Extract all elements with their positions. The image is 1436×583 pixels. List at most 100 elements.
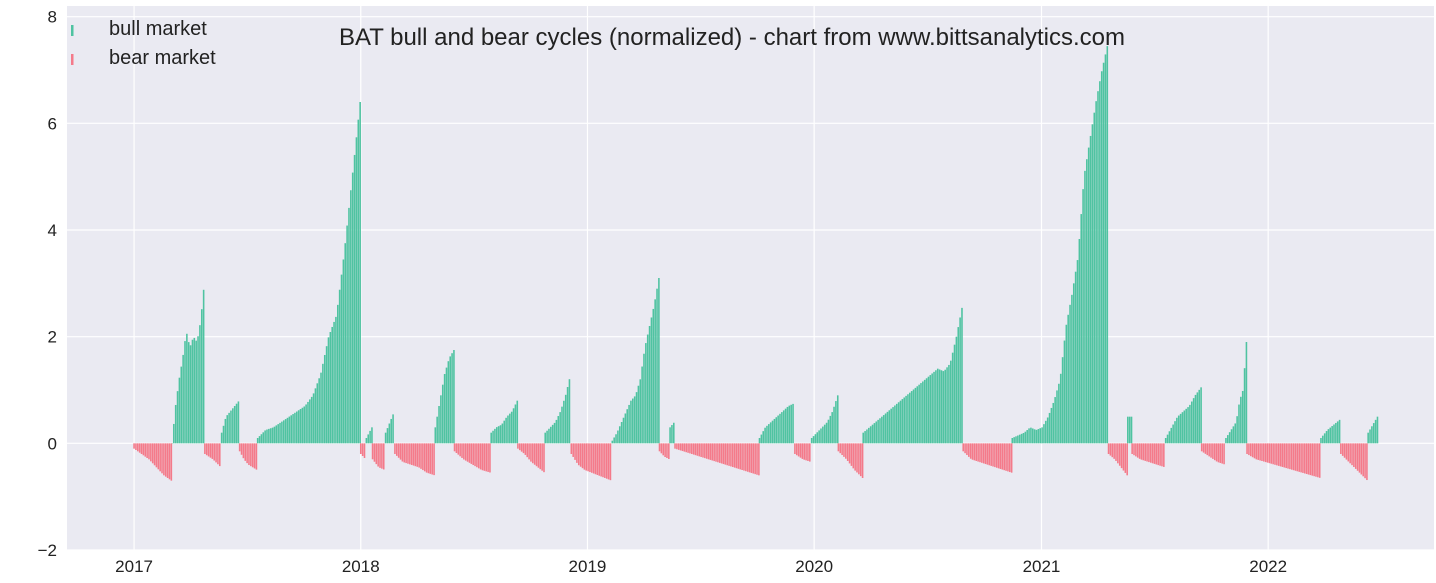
bull-market-bar bbox=[1236, 416, 1238, 444]
bear-market-bar bbox=[995, 443, 998, 468]
bull-market-series bbox=[171, 46, 1379, 444]
bull-market-bar bbox=[611, 440, 614, 444]
bear-market-bar bbox=[1315, 443, 1317, 477]
bull-market-bar bbox=[658, 278, 660, 444]
bull-market-bar bbox=[301, 407, 304, 444]
bull-market-bar bbox=[901, 399, 904, 444]
bull-market-bar bbox=[618, 426, 621, 444]
bull-market-bar bbox=[1170, 427, 1173, 444]
bear-market-bar bbox=[205, 443, 208, 456]
bull-market-bar bbox=[1099, 81, 1101, 444]
bull-market-bar bbox=[1095, 101, 1097, 444]
bear-market-bar bbox=[468, 443, 471, 463]
y-tick-label: 4 bbox=[48, 221, 57, 240]
bear-market-bar bbox=[517, 443, 519, 449]
bear-market-bar bbox=[662, 443, 665, 456]
bull-market-bar bbox=[873, 423, 876, 444]
bear-market-bar bbox=[464, 443, 467, 461]
bear-market-bar bbox=[457, 443, 460, 455]
bull-market-bar bbox=[1106, 46, 1109, 444]
bull-market-bar bbox=[449, 356, 451, 444]
bull-market-bar bbox=[869, 426, 872, 444]
bull-market-bar bbox=[646, 334, 649, 444]
bear-market-bar bbox=[1292, 443, 1295, 471]
bear-market-bar bbox=[692, 443, 695, 455]
bull-market-bar bbox=[1185, 408, 1187, 444]
bull-market-bar bbox=[773, 418, 776, 444]
bear-market-bar bbox=[1311, 443, 1314, 476]
bear-market-bar bbox=[401, 443, 404, 462]
bull-market-bar bbox=[1181, 412, 1184, 444]
bear-market-bar bbox=[681, 443, 684, 452]
bull-market-bar bbox=[309, 399, 311, 444]
bear-market-bar bbox=[485, 443, 488, 472]
plot-background bbox=[67, 6, 1434, 550]
bear-market-bar bbox=[674, 443, 676, 449]
bull-market-bar bbox=[786, 406, 789, 444]
bull-market-bar bbox=[624, 413, 627, 444]
bull-market-bar bbox=[367, 434, 370, 444]
bull-market-bar bbox=[1172, 424, 1174, 444]
bear-market-bar bbox=[997, 443, 1000, 469]
bear-market-bar bbox=[420, 443, 422, 469]
bear-market-bar bbox=[489, 443, 491, 473]
bear-market-bar bbox=[209, 443, 212, 458]
bull-market-bar bbox=[816, 432, 819, 444]
bull-market-bar bbox=[200, 309, 203, 444]
bull-market-bar bbox=[173, 423, 175, 444]
bull-market-bar bbox=[643, 353, 645, 444]
bear-market-bar bbox=[213, 443, 215, 461]
bear-market-bar bbox=[532, 443, 534, 464]
bear-market-bar bbox=[981, 443, 983, 463]
bull-market-bar bbox=[297, 410, 300, 444]
bull-market-bar bbox=[501, 423, 504, 444]
bear-market-bar bbox=[1157, 443, 1160, 466]
bull-market-bar bbox=[277, 424, 279, 444]
bull-market-bar bbox=[1054, 397, 1056, 444]
bull-market-bar bbox=[269, 428, 272, 444]
bull-market-bar bbox=[639, 379, 642, 444]
bear-market-bar bbox=[1115, 443, 1117, 461]
bear-market-bar bbox=[253, 443, 256, 469]
bull-market-bar bbox=[440, 395, 442, 444]
bear-market-bar bbox=[416, 443, 419, 467]
bull-market-bar bbox=[909, 392, 911, 444]
bear-market-bar bbox=[483, 443, 486, 471]
bear-market-bar bbox=[433, 443, 435, 476]
bear-market-bar bbox=[676, 443, 678, 450]
bear-market-bar bbox=[1133, 443, 1135, 456]
bull-market-bar bbox=[1015, 436, 1017, 444]
bull-market-bar bbox=[1177, 415, 1180, 444]
bear-market-bar bbox=[856, 443, 858, 473]
bull-market-bar bbox=[1084, 170, 1086, 444]
bear-market-bar bbox=[660, 443, 663, 454]
bull-market-bar bbox=[953, 344, 956, 444]
bear-market-bar bbox=[979, 443, 981, 463]
bear-market-bar bbox=[605, 443, 608, 479]
bear-market-bar bbox=[973, 443, 976, 461]
bear-market-bar bbox=[1277, 443, 1280, 466]
bear-market-bar bbox=[720, 443, 723, 464]
bear-market-bar bbox=[724, 443, 727, 465]
bull-market-bar bbox=[1369, 429, 1371, 444]
bull-market-bar bbox=[512, 408, 515, 444]
bull-market-bar bbox=[825, 422, 828, 444]
bear-market-bar bbox=[1283, 443, 1286, 468]
bull-market-bar bbox=[564, 394, 567, 444]
bull-market-bar bbox=[357, 119, 360, 444]
bear-market-bar bbox=[479, 443, 482, 470]
bear-market-bar bbox=[984, 443, 987, 465]
bar-marks bbox=[133, 46, 1379, 481]
bull-market-bar bbox=[955, 336, 958, 444]
bear-market-bar bbox=[758, 443, 760, 476]
bull-market-bar bbox=[551, 424, 554, 444]
bear-market-bar bbox=[1340, 443, 1342, 454]
bear-market-bar bbox=[795, 443, 798, 456]
bear-market-bar bbox=[1131, 443, 1133, 454]
bull-market-bar bbox=[903, 397, 906, 444]
bull-market-bar bbox=[920, 383, 922, 444]
bear-market-bar bbox=[204, 443, 206, 454]
bear-market-bar bbox=[741, 443, 743, 470]
bear-market-bar bbox=[1109, 443, 1112, 456]
bull-market-bar bbox=[1020, 433, 1023, 444]
